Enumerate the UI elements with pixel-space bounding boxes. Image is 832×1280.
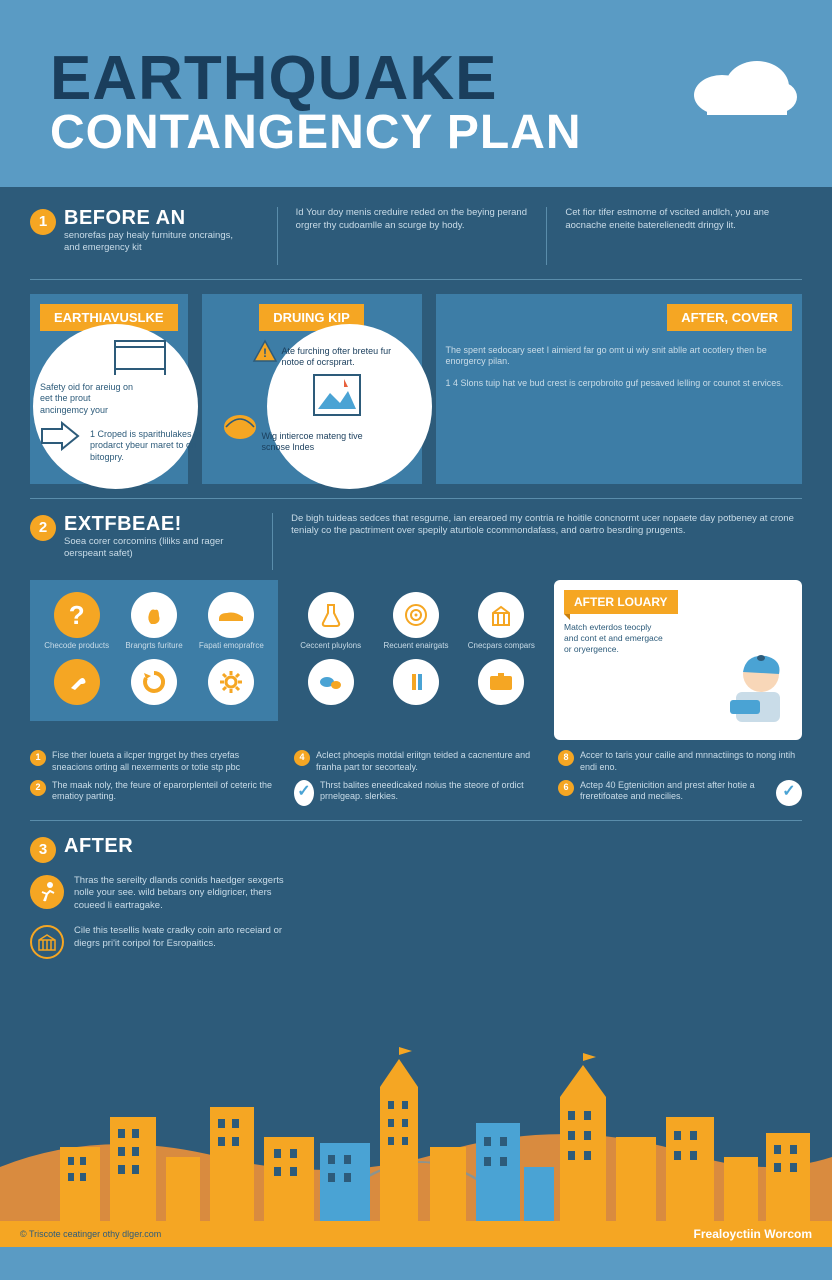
numbered-list: 1Fise ther loueta a ilcper tngrget by th…: [30, 750, 802, 805]
after-item-1: Thras the sereilty dlands conids haedger…: [30, 875, 802, 913]
cityscape-illustration: [0, 1047, 832, 1247]
icon-grid-left: ?Checode products Brangrts furiture Fapa…: [30, 580, 278, 721]
cloud-icon: [687, 55, 797, 115]
section2-title: EXTFBEAE!: [64, 513, 244, 536]
building-icon: [478, 592, 524, 638]
main-panel: 1 BEFORE AN senorefas pay healy furnitur…: [0, 187, 832, 1247]
question-icon: ?: [54, 592, 100, 638]
card-after: AFTER, COVER The spent sedocary seet I a…: [436, 294, 802, 484]
gear-icon: [208, 659, 254, 705]
footer-right: Frealoyctiin Worcom: [694, 1227, 812, 1241]
shoe-icon: [208, 592, 254, 638]
section2-header-row: 2 EXTFBEAE! Soea corer corcomins (liliks…: [30, 513, 802, 571]
helmet-icon: [222, 409, 258, 439]
badge-2: 2: [30, 515, 56, 541]
section3-title: AFTER: [64, 835, 133, 858]
tip-1: Id Your doy menis creduire reded on the …: [292, 207, 533, 265]
card-during: DRUING KIP ! Ate furching ofter breteu f…: [202, 294, 422, 484]
card-before: EARTHIAVUSLKE Safety oid for areiug on e…: [30, 294, 188, 484]
check-icon: ✓: [294, 780, 314, 806]
footer: © Triscote ceatinger othy dlger.com Frea…: [0, 1221, 832, 1247]
section2-sub: Soea corer corcomins (liliks and rager o…: [64, 536, 244, 561]
warning-icon: !: [252, 339, 278, 365]
footer-left: © Triscote ceatinger othy dlger.com: [20, 1229, 161, 1239]
tools-icon: [393, 659, 439, 705]
card-tab-3: AFTER, COVER: [667, 304, 792, 331]
section1-sub: senorefas pay healy furniture oncraings,…: [64, 230, 244, 255]
wrench-icon: [54, 659, 100, 705]
after-item-2: Cile this tesellis lwate cradky coin art…: [30, 925, 802, 959]
section2-body: ?Checode products Brangrts furiture Fapa…: [30, 580, 802, 740]
cards-row: EARTHIAVUSLKE Safety oid for areiug on e…: [30, 294, 802, 484]
furniture-icon: [110, 339, 170, 377]
svg-text:!: !: [263, 346, 267, 360]
badge-1: 1: [30, 209, 56, 235]
icon-grid-mid: Ceccent pluylons Recuent enairgats Cnecp…: [292, 580, 540, 721]
picture-icon: [312, 373, 362, 417]
check-icon-2: ✓: [776, 780, 802, 806]
arrow-icon: [40, 421, 80, 451]
person-helmet-icon: [706, 644, 796, 734]
tip-2: Cet fior tifer estmorne of vscited andlc…: [561, 207, 802, 265]
title-line2: CONTANGENCY PLAN: [50, 109, 782, 157]
after-tab: AFTER LOUARY: [564, 590, 678, 614]
after-card: AFTER LOUARY Match evterdos teocply and …: [554, 580, 802, 740]
section3-header: 3 AFTER: [30, 835, 802, 863]
hand-icon: [131, 592, 177, 638]
runner-icon: [30, 875, 64, 909]
pills-icon: [308, 659, 354, 705]
section1-header-row: 1 BEFORE AN senorefas pay healy furnitur…: [30, 207, 802, 265]
section1-title: BEFORE AN: [64, 207, 244, 230]
refresh-icon: [131, 659, 177, 705]
section2-desc: De bigh tuideas sedces that resgurne, ia…: [287, 513, 802, 571]
bank-icon: [30, 925, 64, 959]
badge-3: 3: [30, 837, 56, 863]
flask-icon: [308, 592, 354, 638]
kit-icon: [478, 659, 524, 705]
header: EARTHQUAKE CONTANGENCY PLAN: [0, 0, 832, 187]
title-line1: EARTHQUAKE: [50, 50, 782, 109]
after-text: Match evterdos teocply and cont et and e…: [564, 622, 664, 655]
target-icon: [393, 592, 439, 638]
